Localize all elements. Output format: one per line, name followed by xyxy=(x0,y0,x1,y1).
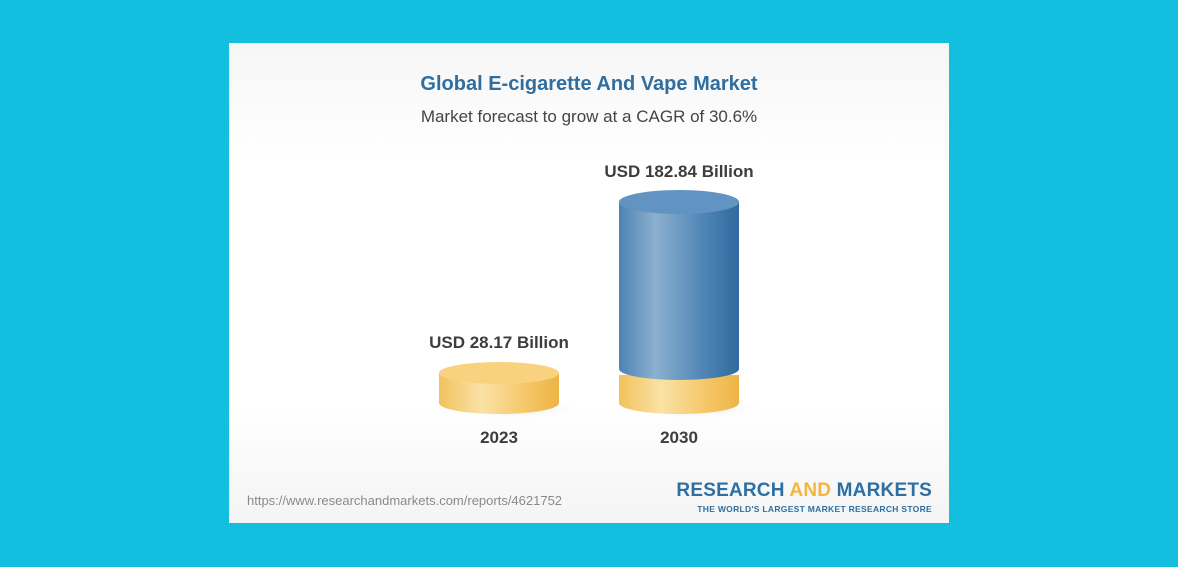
bar-2023 xyxy=(439,362,584,419)
bar-2030 xyxy=(619,190,764,419)
bar-value-label-2030: USD 182.84 Billion xyxy=(604,162,754,181)
brand-word-and: AND xyxy=(789,480,832,501)
brand-tagline: THE WORLD'S LARGEST MARKET RESEARCH STOR… xyxy=(697,504,932,514)
bar-value-label-2023: USD 28.17 Billion xyxy=(429,333,569,352)
chart-subtitle: Market forecast to grow at a CAGR of 30.… xyxy=(420,107,758,126)
source-url: https://www.researchandmarkets.com/repor… xyxy=(247,493,563,508)
brand-word-research: RESEARCH xyxy=(676,480,790,501)
x-tick-2030: 2030 xyxy=(660,428,698,447)
brand-word-markets: MARKETS xyxy=(831,480,932,501)
x-tick-2023: 2023 xyxy=(480,428,518,447)
brand-name: RESEARCH AND MARKETS xyxy=(676,480,932,502)
brand-logo: RESEARCH AND MARKETS THE WORLD'S LARGEST… xyxy=(676,480,932,514)
chart-title: Global E-cigarette And Vape Market xyxy=(420,73,758,95)
chart-card: Global E-cigarette And Vape Market Marke… xyxy=(229,43,949,523)
chart-plot xyxy=(439,190,764,419)
